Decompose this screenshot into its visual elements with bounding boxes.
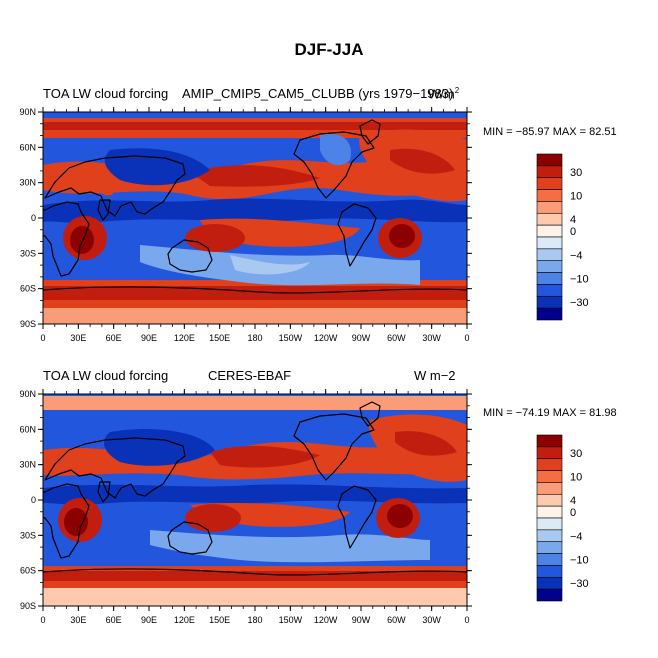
panel-1-x-tick-label: 60W (387, 333, 406, 343)
panel-2-colorbar-swatch (536, 446, 563, 460)
panel-1-colorbar-swatch (536, 260, 563, 273)
panel-1-colorbar-label: 30 (570, 167, 582, 179)
panel-2-min-max: MIN = −74.19 MAX = 81.98 (483, 407, 617, 419)
panel-1-y-tick-label: 0 (31, 213, 36, 223)
panel-2-y-tick-label: 90S (20, 601, 36, 611)
panel-2-x-tick-label: 120E (174, 615, 195, 625)
panel-1-colorbar-swatch (536, 307, 563, 321)
panel-2-x-tick-label: 180 (247, 615, 262, 625)
panel-1-y-tick-label: 30S (20, 248, 36, 258)
panel-2-x-tick-label: 150W (279, 615, 303, 625)
panel-1-min-max: MIN = −85.97 MAX = 82.51 (483, 126, 617, 138)
panel-1-x-tick-label: 30W (422, 333, 441, 343)
panel-1-colorbar-label: −4 (570, 250, 583, 262)
panel-1-units-label: W/m2 (428, 86, 460, 102)
panel-2-colorbar-swatch (536, 470, 563, 483)
panel-2-y-tick-label: 30N (19, 460, 36, 470)
panel-1-x-tick-label: 150E (209, 333, 230, 343)
panel-1-x-tick-label: 150W (279, 333, 303, 343)
panel-1-colorbar-swatch (536, 165, 563, 179)
panel-2-case-label: CERES-EBAF (208, 368, 292, 383)
panel-1-axes: 0 30E 60E 90E 120E 150E 180 150W 120W 90W 60W 30W 09… (19, 107, 472, 343)
panel-2-y-tick-label: 0 (31, 495, 36, 505)
panel-1-y-tick-label: 60S (20, 284, 36, 294)
panel-2-x-tick-label: 90W (352, 615, 371, 625)
panel-2-colorbar-swatch (536, 517, 563, 531)
panel-1-map (42, 111, 468, 325)
panel-2-colorbar: 30 10 40 −4 −10 −30 (536, 434, 589, 602)
panel-2-x-tick-label: 0 (464, 615, 469, 625)
panel-2-colorbar-label: 4 (570, 495, 576, 507)
panel-2-colorbar-label: −30 (570, 578, 589, 590)
panel-1-colorbar-swatch (536, 284, 563, 297)
panel-1-x-tick-label: 120E (174, 333, 195, 343)
panel-2-y-tick-label: 30S (20, 530, 36, 540)
panel-2-colorbar-swatch (536, 482, 563, 495)
panel-2-colorbar-swatch (536, 553, 563, 566)
panel-2-colorbar-label: 10 (570, 472, 582, 484)
panel-1-colorbar-swatch (536, 212, 563, 226)
panel-2-colorbar-label: 0 (570, 507, 576, 519)
panel-1-x-tick-label: 30E (70, 333, 86, 343)
panel-2-units-label: W m−2 (414, 368, 456, 383)
panel-2-colorbar-swatch (536, 565, 563, 578)
panel-1-x-tick-label: 90E (141, 333, 157, 343)
panel-2-y-tick-label: 60N (19, 424, 36, 434)
panel-2-x-tick-label: 90E (141, 615, 157, 625)
panel-2-x-tick-label: 30W (422, 615, 441, 625)
figure-title: DJF-JJA (294, 40, 364, 59)
panel-2-colorbar-label: 30 (570, 448, 582, 460)
panel-1-x-tick-label: 0 (40, 333, 45, 343)
panel-1-case-label: AMIP_CMIP5_CAM5_CLUBB (yrs 1979−1983) (182, 86, 454, 101)
panel-2-colorbar-label: −4 (570, 531, 583, 543)
panel-2-y-tick-label: 90N (19, 389, 36, 399)
panel-1-colorbar-swatch (536, 248, 563, 262)
panel-2-colorbar-swatch (536, 588, 563, 602)
panel-2-x-tick-label: 60W (387, 615, 406, 625)
panel-1-colorbar-label: 0 (570, 226, 576, 238)
panel-2-x-tick-label: 60E (106, 615, 122, 625)
panel-1-y-tick-label: 90S (20, 319, 36, 329)
panel-1-y-tick-label: 60N (19, 142, 36, 152)
panel-1-colorbar-swatch (536, 295, 563, 309)
panel-1-colorbar-label: 10 (570, 191, 582, 203)
panel-2-colorbar-swatch (536, 458, 563, 471)
panel-1-y-tick-label: 90N (19, 107, 36, 117)
panel-1-x-tick-label: 0 (464, 333, 469, 343)
panel-1-colorbar-swatch (536, 272, 563, 285)
panel-2-colorbar-swatch (536, 505, 563, 519)
panel-1-colorbar-swatch (536, 201, 563, 214)
panel-1-colorbar: 30 10 40 −4 −10 −30 (536, 153, 589, 321)
panel-2-x-tick-label: 120W (314, 615, 338, 625)
panel-2-map (42, 393, 468, 607)
panel-2-y-tick-label: 60S (20, 566, 36, 576)
panel-2-colorbar-swatch (536, 576, 563, 590)
panel-2-x-tick-label: 150E (209, 615, 230, 625)
panel-1-x-tick-label: 60E (106, 333, 122, 343)
panel-1-x-tick-label: 120W (314, 333, 338, 343)
panel-1-colorbar-swatch (536, 224, 563, 238)
panel-2-colorbar-swatch (536, 493, 563, 507)
panel-1-colorbar-swatch (536, 189, 563, 202)
panel-1-x-tick-label: 90W (352, 333, 371, 343)
panel-1-colorbar-swatch (536, 153, 563, 167)
panel-1-y-tick-label: 30N (19, 178, 36, 188)
panel-1-colorbar-label: −10 (570, 274, 589, 286)
panel-1-colorbar-swatch (536, 236, 563, 250)
panel-2-field-label: TOA LW cloud forcing (43, 368, 169, 383)
panel-2-colorbar-swatch (536, 434, 563, 448)
panel-1-x-tick-label: 180 (247, 333, 262, 343)
panel-1-colorbar-label: 4 (570, 214, 576, 226)
panel-2-x-tick-label: 30E (70, 615, 86, 625)
panel-2-axes: 0 30E 60E 90E 120E 150E 180 150W 120W 90W 60W 30W 09… (19, 389, 472, 625)
panel-1-colorbar-swatch (536, 177, 563, 190)
panel-2-colorbar-label: −10 (570, 555, 589, 567)
panel-1-field-label: TOA LW cloud forcing (43, 86, 169, 101)
panel-2-colorbar-swatch (536, 541, 563, 554)
panel-1-colorbar-label: −30 (570, 297, 589, 309)
panel-2-colorbar-swatch (536, 529, 563, 543)
panel-2-x-tick-label: 0 (40, 615, 45, 625)
